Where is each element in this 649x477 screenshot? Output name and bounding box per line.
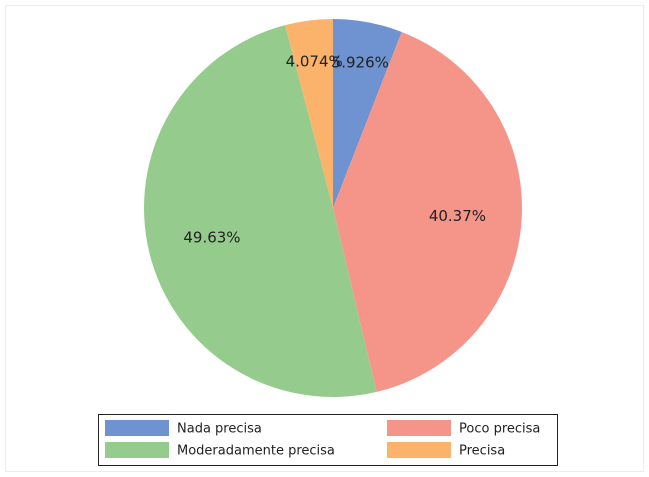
pie-slice xyxy=(333,19,402,208)
data-label: 5.926% xyxy=(332,54,389,72)
pie-slice xyxy=(333,31,522,392)
pie-slice xyxy=(144,25,377,397)
data-label: 40.37% xyxy=(429,207,486,225)
legend-label: Poco precisa xyxy=(459,422,540,437)
pie-slice xyxy=(285,19,333,208)
legend-box xyxy=(98,414,558,466)
legend-label: Precisa xyxy=(459,444,505,459)
data-label: 4.074% xyxy=(286,52,343,70)
legend-swatch xyxy=(387,442,451,458)
legend-label: Moderadamente precisa xyxy=(177,444,335,459)
legend-label: Nada precisa xyxy=(177,422,262,437)
legend-swatch xyxy=(105,442,169,458)
legend-swatch xyxy=(387,420,451,436)
legend-swatch xyxy=(105,420,169,436)
data-label: 49.63% xyxy=(183,229,240,247)
chart-frame xyxy=(5,5,644,472)
